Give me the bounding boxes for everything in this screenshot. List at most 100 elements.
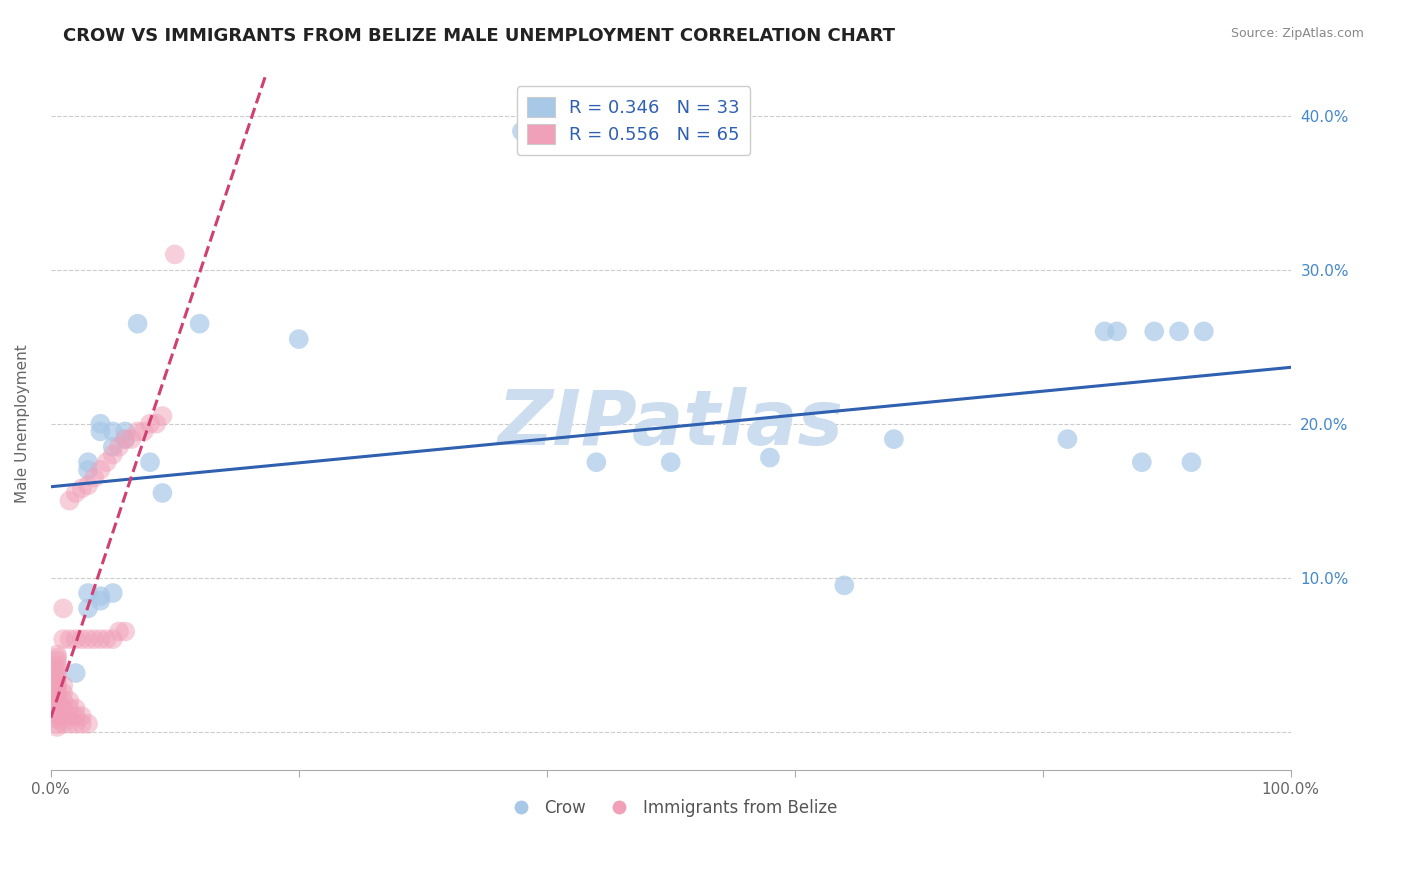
Point bbox=[52, 678, 75, 692]
Point bbox=[127, 425, 149, 439]
Point bbox=[1105, 324, 1128, 338]
Point bbox=[46, 669, 69, 683]
Point bbox=[52, 632, 75, 647]
Point bbox=[1192, 324, 1215, 338]
Point bbox=[132, 425, 155, 439]
Point bbox=[46, 650, 69, 665]
Point bbox=[101, 425, 124, 439]
Point bbox=[70, 716, 93, 731]
Point bbox=[58, 701, 80, 715]
Point bbox=[70, 709, 93, 723]
Point bbox=[89, 425, 111, 439]
Legend: Crow, Immigrants from Belize: Crow, Immigrants from Belize bbox=[498, 793, 844, 824]
Point bbox=[58, 694, 80, 708]
Point bbox=[152, 486, 174, 500]
Point bbox=[52, 709, 75, 723]
Point bbox=[1168, 324, 1191, 338]
Point bbox=[46, 666, 69, 681]
Point bbox=[46, 720, 69, 734]
Point bbox=[77, 463, 100, 477]
Point bbox=[46, 648, 69, 662]
Point bbox=[65, 701, 87, 715]
Point bbox=[58, 716, 80, 731]
Point bbox=[1094, 324, 1116, 338]
Point bbox=[1180, 455, 1202, 469]
Point bbox=[288, 332, 311, 346]
Point bbox=[114, 624, 136, 639]
Point bbox=[1056, 432, 1078, 446]
Point bbox=[127, 317, 149, 331]
Point bbox=[120, 432, 142, 446]
Point bbox=[58, 632, 80, 647]
Point bbox=[65, 666, 87, 681]
Point bbox=[101, 440, 124, 454]
Point bbox=[83, 632, 105, 647]
Point bbox=[145, 417, 167, 431]
Point bbox=[101, 632, 124, 647]
Point bbox=[70, 632, 93, 647]
Point bbox=[46, 678, 69, 692]
Point bbox=[108, 440, 131, 454]
Point bbox=[188, 317, 211, 331]
Point bbox=[108, 624, 131, 639]
Point bbox=[46, 716, 69, 731]
Point bbox=[46, 697, 69, 711]
Point bbox=[52, 694, 75, 708]
Point bbox=[70, 481, 93, 495]
Point bbox=[139, 455, 162, 469]
Point bbox=[883, 432, 905, 446]
Point bbox=[585, 455, 607, 469]
Text: ZIPatlas: ZIPatlas bbox=[498, 387, 844, 461]
Point bbox=[96, 455, 118, 469]
Point bbox=[101, 586, 124, 600]
Point bbox=[114, 425, 136, 439]
Point bbox=[77, 455, 100, 469]
Point bbox=[1130, 455, 1153, 469]
Point bbox=[58, 709, 80, 723]
Y-axis label: Male Unemployment: Male Unemployment bbox=[15, 344, 30, 503]
Text: CROW VS IMMIGRANTS FROM BELIZE MALE UNEMPLOYMENT CORRELATION CHART: CROW VS IMMIGRANTS FROM BELIZE MALE UNEM… bbox=[63, 27, 896, 45]
Point bbox=[65, 716, 87, 731]
Point bbox=[52, 601, 75, 615]
Point bbox=[46, 712, 69, 726]
Point bbox=[96, 632, 118, 647]
Point bbox=[77, 632, 100, 647]
Point bbox=[83, 470, 105, 484]
Point bbox=[832, 578, 855, 592]
Point bbox=[89, 589, 111, 603]
Point bbox=[52, 686, 75, 700]
Point bbox=[152, 409, 174, 423]
Point bbox=[101, 448, 124, 462]
Point bbox=[89, 417, 111, 431]
Point bbox=[77, 716, 100, 731]
Point bbox=[89, 463, 111, 477]
Point bbox=[65, 486, 87, 500]
Point bbox=[659, 455, 682, 469]
Point bbox=[89, 593, 111, 607]
Point bbox=[77, 478, 100, 492]
Text: Source: ZipAtlas.com: Source: ZipAtlas.com bbox=[1230, 27, 1364, 40]
Point bbox=[46, 673, 69, 688]
Point bbox=[52, 701, 75, 715]
Point bbox=[52, 716, 75, 731]
Point bbox=[77, 601, 100, 615]
Point bbox=[163, 247, 186, 261]
Point bbox=[65, 632, 87, 647]
Point bbox=[46, 658, 69, 673]
Point bbox=[114, 432, 136, 446]
Point bbox=[46, 690, 69, 705]
Point bbox=[77, 586, 100, 600]
Point bbox=[46, 654, 69, 668]
Point bbox=[46, 663, 69, 677]
Point bbox=[46, 706, 69, 720]
Point bbox=[114, 432, 136, 446]
Point bbox=[89, 632, 111, 647]
Point bbox=[46, 701, 69, 715]
Point bbox=[1143, 324, 1166, 338]
Point bbox=[46, 709, 69, 723]
Point bbox=[139, 417, 162, 431]
Point bbox=[58, 493, 80, 508]
Point bbox=[46, 686, 69, 700]
Point bbox=[510, 124, 533, 138]
Point bbox=[759, 450, 782, 465]
